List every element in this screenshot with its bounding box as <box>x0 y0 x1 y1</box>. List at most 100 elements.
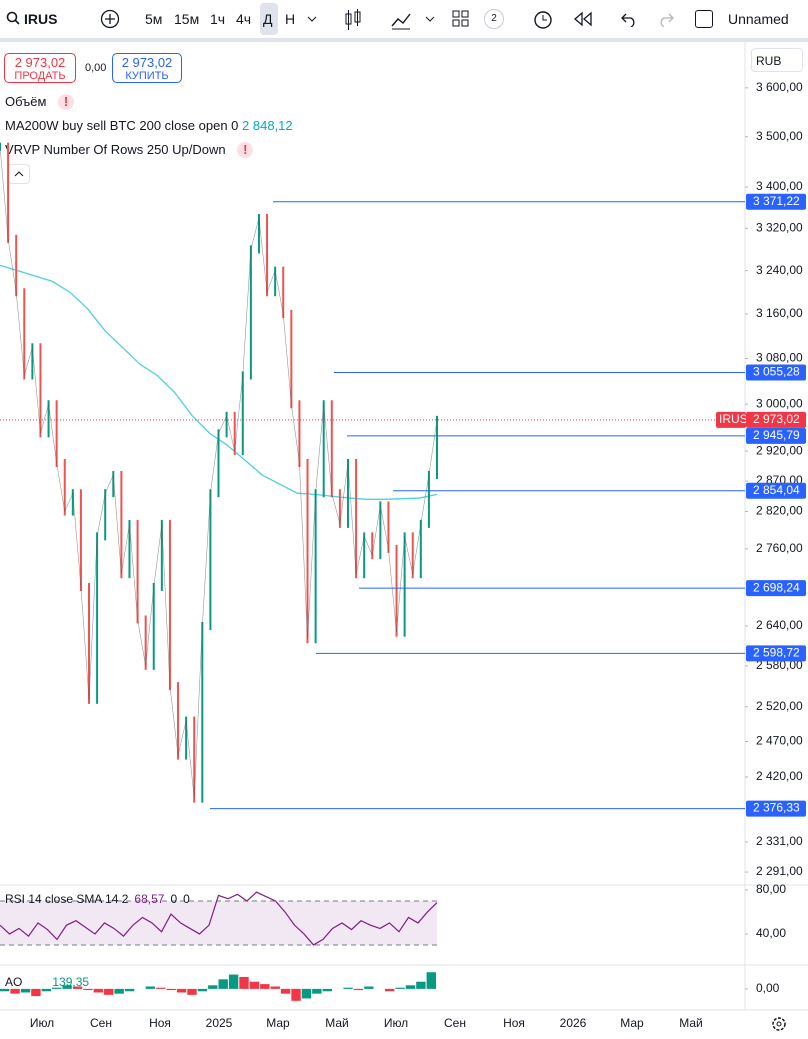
y-tick-label: 2 820,00 <box>756 504 803 518</box>
y-tick-label: 3 000,00 <box>756 396 803 410</box>
settings-icon[interactable] <box>772 1017 786 1031</box>
ao-bar <box>301 988 312 999</box>
replay-icon[interactable] <box>573 11 593 27</box>
ao-bar <box>228 974 239 989</box>
chart: 3 600,00 3 500,00 3 400,00 3 320,00 3 240,00… <box>0 42 808 1031</box>
interval[interactable]: 5м <box>145 11 163 27</box>
warning[interactable]: ! <box>58 94 75 110</box>
ao-bar <box>166 988 176 991</box>
ao-bar <box>114 988 124 994</box>
layout-checkbox[interactable] <box>695 10 713 28</box>
ao-bar <box>83 988 93 991</box>
interval[interactable]: 4ч <box>236 11 252 27</box>
y-tick-label: 3 600,00 <box>756 80 803 94</box>
badge[interactable]: 2 <box>484 9 504 29</box>
layout-name[interactable]: Unnamed <box>728 11 789 27</box>
interval[interactable]: 15м <box>174 11 200 27</box>
ao-bar <box>426 972 436 989</box>
ao-bar <box>41 988 52 992</box>
currency[interactable]: RUB <box>751 48 803 72</box>
symbol[interactable]: IRUS <box>24 11 58 27</box>
level-label: 2 945,79 <box>753 428 800 442</box>
y-tick-label: 2 920,00 <box>756 443 803 457</box>
y-tick-label: 2 640,00 <box>756 618 803 632</box>
price-tag-text: 2 973,02 <box>753 412 800 426</box>
ao-bar <box>72 986 83 989</box>
level-tag <box>746 580 806 597</box>
spread: 0,00 <box>85 62 107 74</box>
ao-bar <box>384 988 395 992</box>
x-tick-label: 2025 <box>206 1016 233 1030</box>
candles-icon[interactable] <box>343 8 363 30</box>
price-tag <box>746 411 806 428</box>
x-tick-label: Июл <box>384 1016 408 1030</box>
x-tick-label: Май <box>679 1016 703 1030</box>
legend-value: RSI 14 close SMA 14 2 <box>5 892 129 906</box>
gear-hole <box>776 1021 782 1027</box>
undo[interactable] <box>620 11 638 27</box>
rsi-band <box>0 900 437 945</box>
interval[interactable]: 1ч <box>210 11 226 27</box>
legend-value: 139,35 <box>52 975 89 989</box>
y-tick-label: 3 320,00 <box>756 221 803 235</box>
ao-bar <box>353 988 364 991</box>
x-tick-label: Мар <box>620 1016 644 1030</box>
ao-bar <box>249 981 260 989</box>
layouts-icon[interactable] <box>452 10 470 28</box>
ao-bar <box>405 985 416 989</box>
level-tag <box>746 482 806 499</box>
ao-bar <box>395 987 405 989</box>
level-tag <box>746 645 806 662</box>
interval[interactable]: Д <box>263 11 273 27</box>
toolbar: IRUS 5м 15м 1ч 4ч Д Н 2 Unnamed <box>0 0 808 42</box>
legend-value: 0 <box>170 892 177 906</box>
rsi-line <box>0 891 438 946</box>
x-tick-label: Май <box>325 1016 349 1030</box>
ao-bar <box>218 979 228 989</box>
add-symbol[interactable] <box>100 9 120 29</box>
alert-icon[interactable] <box>532 8 554 30</box>
y-tick-label: 2 760,00 <box>756 541 803 555</box>
ao-bar <box>52 987 62 989</box>
sell-button[interactable]: 2 973,02 ПРОДАТЬ <box>4 53 76 83</box>
chevron[interactable] <box>424 14 436 24</box>
x-tick-label: Ноя <box>503 1016 525 1030</box>
search-icon[interactable] <box>6 11 20 25</box>
y-tick-label: 2 420,00 <box>756 769 803 783</box>
ao-bar <box>322 988 332 992</box>
interval[interactable]: Н <box>285 11 296 27</box>
price-line <box>0 146 438 799</box>
vrvp-legend: VRVP Number Of Rows 250 Up/Down ! <box>5 142 254 158</box>
y-tick-label: 2 291,00 <box>756 864 803 878</box>
level-tag <box>746 800 806 817</box>
symbol-tag-text: IRUS <box>719 412 748 426</box>
level-label: 2 698,24 <box>753 580 800 594</box>
level-label: 2 854,04 <box>753 483 800 497</box>
ao-bar <box>343 987 353 989</box>
symbol-tag <box>716 411 746 428</box>
legend-text: MA200W buy sell BTC 200 close open 0 <box>5 118 239 133</box>
ma-legend: MA200W buy sell BTC 200 close open 0 2 8… <box>5 118 293 133</box>
x-tick-label: Мар <box>266 1016 290 1030</box>
legend-value: 68,57 <box>134 892 164 906</box>
ao-bar <box>280 988 291 994</box>
buy-label: КУПИТЬ <box>125 70 169 82</box>
redo[interactable] <box>657 11 675 27</box>
legend-text: Объём <box>5 94 47 109</box>
indicators-icon[interactable] <box>390 8 412 30</box>
buy-button[interactable]: 2 973,02 КУПИТЬ <box>112 53 182 83</box>
warning[interactable]: ! <box>237 142 254 158</box>
ao-bar <box>364 986 374 989</box>
ao-bar <box>104 988 114 995</box>
x-tick-label: Сен <box>90 1016 112 1030</box>
ao-bar <box>416 981 426 989</box>
sell-price: 2 973,02 <box>14 55 66 70</box>
ao-bar <box>208 985 218 989</box>
level-tag <box>746 427 806 444</box>
y-tick-label: 3 160,00 <box>756 306 803 320</box>
chevron[interactable] <box>306 14 318 24</box>
active-interval-bg <box>260 3 278 35</box>
buy-price: 2 973,02 <box>121 55 173 70</box>
sell-label: ПРОДАТЬ <box>14 70 66 82</box>
ao-bar <box>239 976 249 989</box>
